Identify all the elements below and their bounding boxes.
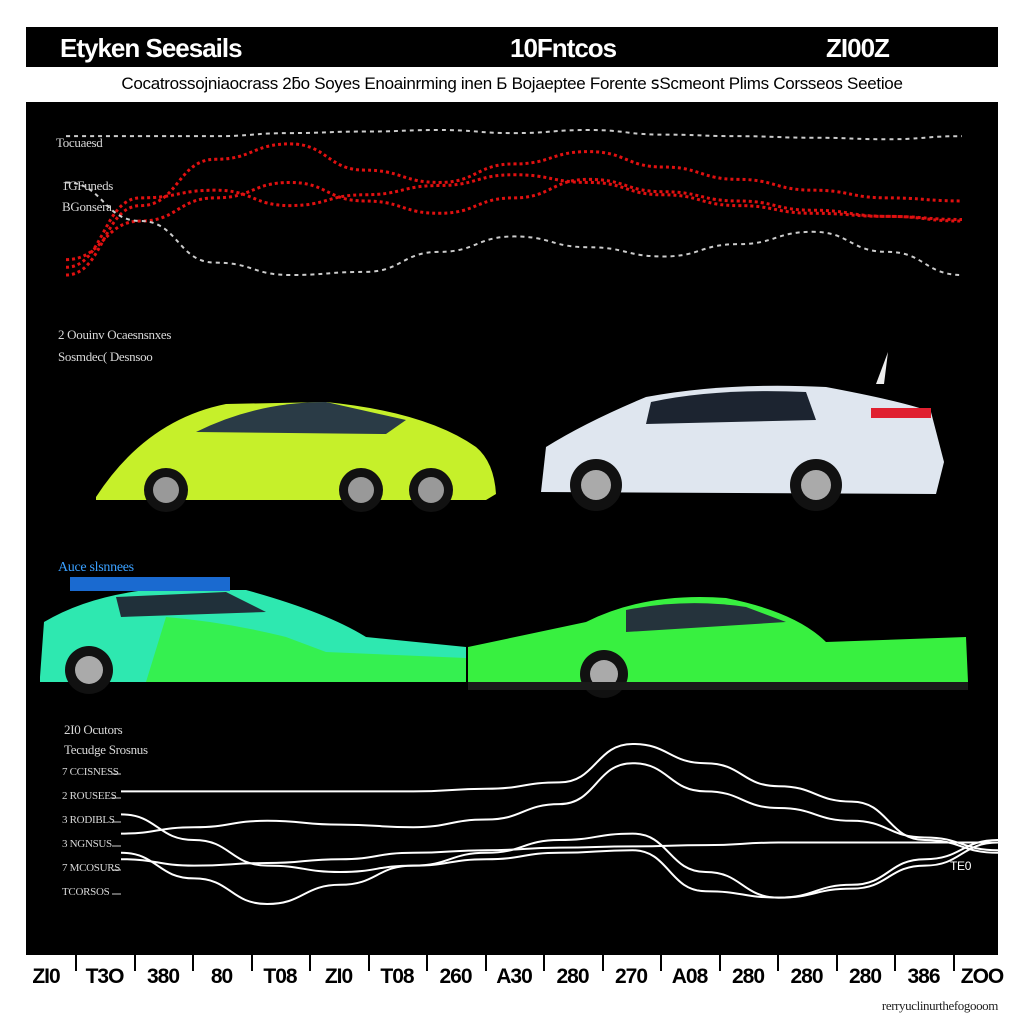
chart-canvas xyxy=(40,128,998,906)
x-tick-label: A08 xyxy=(671,965,709,988)
footer-credit: rerryuclinurthefogooom xyxy=(881,998,999,1013)
x-tick-label: 270 xyxy=(614,965,648,988)
car-section-label: Auce slsnnees xyxy=(58,560,134,575)
x-tick-label: T3O xyxy=(85,965,125,988)
bottom-chart-series-2-line xyxy=(120,762,998,852)
bottom-y-tick-label: 3 RODIBLS xyxy=(62,814,115,826)
white-hatchback-image xyxy=(541,352,944,511)
top-chart-series-3-line xyxy=(65,177,963,262)
middle-label-1: 2 Oouinv Ocaesnsnxes xyxy=(58,327,172,342)
top-chart-series-2-line xyxy=(65,173,963,269)
x-tick-label: A30 xyxy=(496,965,533,988)
car-illustrations xyxy=(40,352,968,698)
x-tick-mark xyxy=(367,955,370,971)
top-chart-label-2: 1GFuneds xyxy=(62,178,114,193)
x-tick-mark xyxy=(250,955,253,971)
x-tick-label: 280 xyxy=(556,965,589,988)
x-axis: ZI0 T3O 380 80 T08 ZI0 T08 260 A30 280 270 A08 280 28… xyxy=(26,955,1004,995)
bottom-y-tick-label: 7 MCOSURS xyxy=(62,862,121,874)
bottom-y-tick-label: 7 CCISNESS xyxy=(62,766,119,778)
top-chart-label: Tocuaesd xyxy=(56,135,103,150)
x-tick-label: T08 xyxy=(380,965,414,988)
x-tick-mark xyxy=(660,955,663,971)
top-chart-series-4-line xyxy=(65,181,963,277)
x-tick-mark xyxy=(192,955,195,971)
x-tick-mark xyxy=(543,955,546,971)
x-tick-label: 280 xyxy=(790,965,823,988)
bottom-y-tick-label: 2 ROUSEES xyxy=(62,790,117,802)
x-tick-mark xyxy=(601,955,604,971)
x-tick-label: 280 xyxy=(848,965,882,988)
top-chart-label-3: BGonsera xyxy=(62,199,112,214)
x-tick-mark xyxy=(952,955,955,971)
bottom-chart-series-1-line xyxy=(121,742,998,854)
header-right-title: ZI00Z xyxy=(826,33,890,63)
x-tick-mark xyxy=(718,955,721,971)
bottom-y-tick-label: TCORSOS xyxy=(62,886,110,898)
x-tick-mark xyxy=(484,955,487,971)
x-tick-label: T08 xyxy=(263,965,297,988)
x-tick-mark xyxy=(133,955,136,971)
green-car-left-image xyxy=(40,577,466,694)
chart-subtitle: Cocatrossojniaocrass 2ƃo Soyes Enoainrmi… xyxy=(121,74,903,93)
x-tick-label: 80 xyxy=(210,965,233,988)
header-bar: Etyken Seesails 10Fntcos ZI00Z xyxy=(26,27,998,67)
header-center-title: 10Fntcos xyxy=(510,33,617,63)
bottom-chart-label-2: Tecudge Srosnus xyxy=(64,742,148,757)
chart-panel: Tocuaesd 1GFuneds BGonsera 2 Oouinv Ocae… xyxy=(26,102,998,955)
x-tick-label: 280 xyxy=(731,965,765,988)
bottom-chart-end-label: TE0 xyxy=(950,859,972,873)
x-tick-mark xyxy=(835,955,838,971)
x-tick-label: ZOO xyxy=(960,965,1004,988)
x-tick-label: 260 xyxy=(439,965,472,988)
x-tick-mark xyxy=(75,955,78,971)
x-tick-mark xyxy=(777,955,780,971)
bottom-chart-label-1: 2I0 Ocutors xyxy=(64,722,123,737)
bottom-chart-series-3-line xyxy=(120,841,998,906)
x-tick-label: ZI0 xyxy=(324,965,353,988)
middle-label-2: Sosmdec( Desnsoo xyxy=(58,349,153,364)
header-left-title: Etyken Seesails xyxy=(60,33,243,63)
yellow-sedan-image xyxy=(96,402,496,512)
bottom-chart-series-4-line xyxy=(120,841,998,867)
x-tick-label: 380 xyxy=(146,965,180,988)
green-car-right-image xyxy=(468,597,968,698)
x-tick-mark xyxy=(309,955,312,971)
x-tick-label: 386 xyxy=(907,965,940,988)
top-chart-series-5-line xyxy=(65,128,963,141)
x-tick-mark xyxy=(426,955,429,971)
top-line-chart xyxy=(65,128,963,277)
x-tick-label: ZI0 xyxy=(32,965,60,988)
bottom-chart-series-5-line xyxy=(120,813,998,899)
bottom-line-chart xyxy=(120,742,998,906)
x-tick-mark xyxy=(894,955,897,971)
bottom-y-tick-label: 3 NGNSUS xyxy=(62,838,112,850)
